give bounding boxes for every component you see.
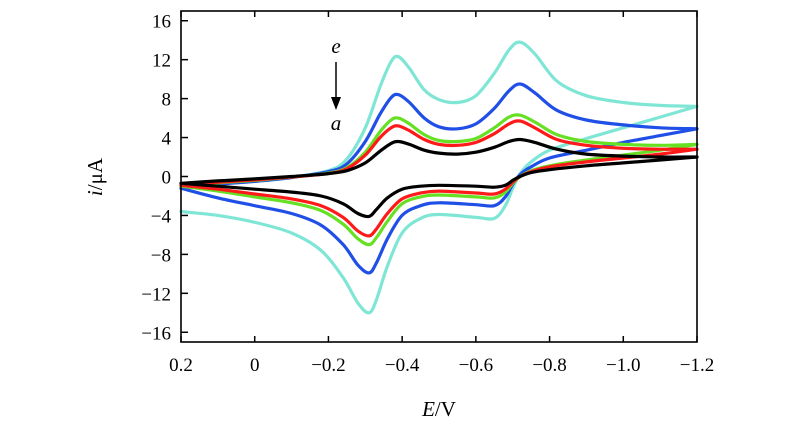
annotation-label-e: e: [331, 34, 340, 58]
x-tick-label: −1.0: [606, 355, 640, 376]
y-tick-label: −16: [141, 323, 171, 344]
y-tick-label: 12: [152, 51, 171, 72]
y-axis-title-unit: /μA: [83, 157, 107, 190]
x-tick-label: −0.8: [532, 355, 566, 376]
x-axis-title-symbol: E: [421, 397, 435, 421]
series-e-reverse-line: [179, 104, 699, 315]
y-tick-label: −4: [151, 206, 172, 227]
y-tick-label: 4: [162, 129, 172, 150]
x-axis-title-unit: /V: [435, 397, 456, 421]
y-tick-label: −8: [151, 245, 171, 266]
series-a-reverse-line: [179, 155, 699, 219]
x-axis-title: E/V: [421, 397, 456, 421]
y-tick-label: 0: [162, 168, 172, 189]
series-b-reverse-line: [179, 147, 699, 238]
series-e-forward-line: [179, 40, 699, 190]
y-tick-label: 16: [152, 12, 171, 33]
x-tick-label: −0.6: [459, 355, 493, 376]
annotation-label-a: a: [331, 111, 342, 135]
y-axis-title-symbol: i: [83, 190, 107, 196]
plot-frame: [180, 10, 698, 343]
x-tick-label: −0.4: [385, 355, 420, 376]
annotation-arrow-head: [331, 97, 341, 110]
series-d-reverse-line: [179, 127, 699, 275]
y-axis-title: i/μA: [83, 157, 107, 196]
x-tick-label: 0: [250, 355, 260, 376]
x-tick-label: −0.2: [311, 355, 345, 376]
y-tick-label: 8: [162, 90, 172, 111]
series-a-forward-line: [179, 137, 699, 185]
x-axis-ticks: 0.2 0 −0.2 −0.4 −0.6 −0.8 −1.0 −1.2: [169, 11, 714, 376]
y-tick-label: −12: [141, 284, 171, 305]
x-tick-label: 0.2: [169, 355, 193, 376]
x-tick-label: −1.2: [680, 355, 714, 376]
curves-group: [179, 40, 699, 315]
y-axis-ticks: 16 12 8 4 0 −4 −8 −12 −16: [141, 12, 188, 344]
